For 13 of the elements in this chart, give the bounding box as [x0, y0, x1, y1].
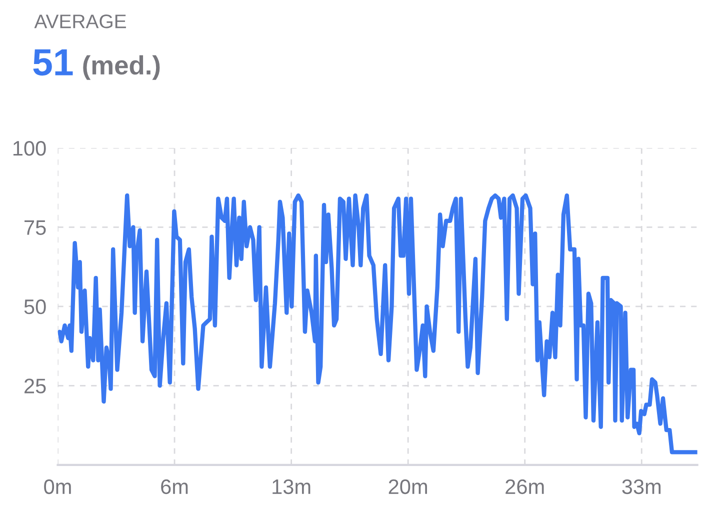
- x-tick-label: 6m: [161, 479, 188, 494]
- x-tick-label: 33m: [622, 479, 661, 494]
- y-tick-label: 100: [13, 140, 46, 156]
- chart-subtitle: 51 (med.): [33, 49, 160, 80]
- y-tick-label: 75: [24, 220, 46, 235]
- x-tick-label: 13m: [272, 479, 310, 494]
- y-tick-label: 25: [24, 378, 46, 394]
- x-tick-label: 26m: [506, 479, 544, 494]
- x-tick-label: 0m: [44, 479, 71, 494]
- y-tick-label: 50: [24, 299, 46, 314]
- chart-title: AVERAGE: [34, 14, 126, 28]
- x-tick-label: 20m: [388, 479, 427, 494]
- line-series: [58, 193, 698, 454]
